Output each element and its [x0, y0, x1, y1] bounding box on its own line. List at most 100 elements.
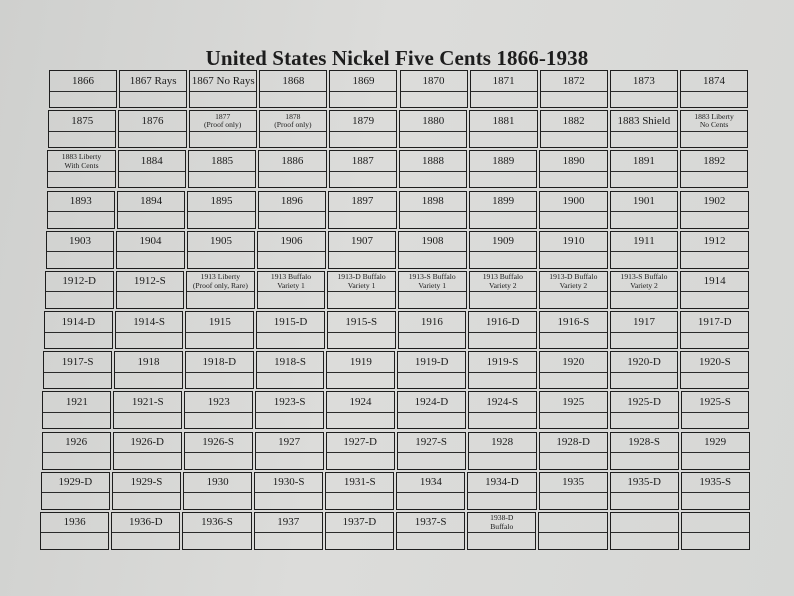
coin-slot	[328, 251, 396, 268]
coin-slot	[681, 291, 748, 308]
coin-cell: 1893	[46, 190, 115, 229]
coin-slot	[470, 90, 537, 108]
coin-cell: 1914	[680, 270, 749, 309]
coin-label: 1895	[210, 195, 233, 208]
coin-label: 1894	[140, 195, 163, 208]
coin-slot	[118, 170, 185, 188]
coin-label: 1920-S	[698, 355, 731, 368]
coin-slot	[329, 170, 396, 188]
coin-slot	[681, 492, 749, 509]
coin-slot	[41, 532, 109, 549]
coin-label: 1915-D	[273, 315, 308, 328]
coin-cell: 1913-D Buffalo Variety 1	[327, 270, 396, 309]
coin-cell: 1919-S	[468, 351, 537, 390]
coin-slot	[540, 90, 607, 108]
coin-label: 1908	[421, 235, 444, 248]
coin-label: 1918	[137, 355, 160, 368]
coin-cell: 1895	[187, 190, 256, 229]
coin-label: 1926-D	[130, 436, 164, 449]
coin-cell: 1876	[118, 110, 187, 149]
coin-slot	[399, 251, 466, 268]
coin-slot	[327, 371, 395, 389]
coin-label	[611, 513, 678, 534]
coin-slot	[43, 411, 111, 429]
coin-cell: 1915	[185, 311, 255, 350]
coin-cell: 1929	[680, 431, 750, 470]
coin-slot	[185, 371, 253, 389]
coin-slot	[190, 90, 257, 108]
coin-slot	[681, 211, 748, 228]
coin-slot	[189, 130, 256, 148]
coin-label: 1900	[562, 195, 585, 208]
coin-slot	[540, 211, 607, 228]
coin-cell: 1913 Buffalo Variety 2	[468, 270, 538, 309]
coin-label: 1890	[562, 154, 585, 167]
coin-cell: 1936	[40, 511, 110, 550]
coin-cell: 1917	[609, 311, 679, 350]
coin-cell: 1872	[539, 70, 608, 109]
coin-label: 1913 Liberty (Proof only, Rare)	[192, 272, 248, 291]
coin-label: 1899	[492, 195, 515, 208]
coin-slot	[326, 452, 394, 469]
coin-slot	[183, 532, 251, 549]
coin-label: 1935-D	[627, 476, 661, 489]
coin-cell	[609, 511, 679, 550]
coin-cell: 1925-S	[680, 391, 750, 430]
coin-label: 1921-S	[131, 395, 164, 408]
coin-cell: 1926	[41, 431, 111, 470]
coin-slot	[539, 532, 607, 549]
coin-slot	[397, 452, 465, 469]
coin-cell: 1883 Shield	[609, 110, 678, 149]
coin-slot	[540, 170, 607, 188]
coin-slot	[184, 492, 252, 509]
coin-cell: 1867 Rays	[119, 70, 188, 109]
coin-label: 1916-D	[485, 315, 520, 328]
coin-cell: 1867 No Rays	[189, 70, 258, 109]
coin-label: 1913 Buffalo Variety 1	[270, 272, 312, 291]
coin-cell: 1912-D	[44, 270, 114, 309]
coin-label: 1936-D	[128, 516, 163, 529]
coin-label: 1928-D	[556, 436, 590, 449]
coin-cell: 1923-S	[255, 391, 325, 430]
coin-slot	[540, 251, 607, 268]
coin-label: 1928	[491, 436, 514, 449]
coin-slot	[681, 371, 749, 389]
coin-label: 1918-D	[202, 355, 237, 368]
coin-label: 1870	[422, 74, 445, 87]
coin-cell: 1906	[257, 230, 326, 269]
coin-cell: 1919-D	[397, 351, 467, 390]
coin-slot	[188, 170, 256, 188]
coin-label: 1902	[703, 195, 726, 208]
coin-label: 1937-S	[414, 516, 447, 529]
coin-slot	[470, 130, 537, 148]
coin-label: 1923	[207, 395, 230, 408]
coin-slot	[469, 251, 537, 268]
coin-label: 1914	[703, 275, 726, 288]
coin-slot	[398, 371, 466, 389]
coin-slot	[254, 532, 322, 549]
coin-slot	[46, 251, 114, 268]
coin-label: 1929	[704, 436, 727, 449]
coin-label: 1920	[562, 355, 585, 368]
coin-cell: 1869	[329, 70, 398, 109]
coin-label: 1883 Liberty No Cents	[694, 111, 734, 130]
coin-cell: 1918-S	[255, 351, 325, 390]
coin-cell: 1924	[326, 391, 395, 430]
coin-label: 1925-D	[627, 395, 661, 408]
coin-label: 1889	[492, 154, 515, 167]
coin-label: 1907	[350, 235, 373, 248]
coin-label: 1912-S	[133, 275, 166, 288]
coin-slot	[610, 411, 678, 429]
coin-label: 1891	[632, 154, 655, 167]
coin-label: 1924-S	[486, 395, 519, 408]
coin-slot	[469, 291, 537, 308]
coin-slot	[399, 211, 466, 228]
coin-cell: 1926-D	[112, 431, 182, 470]
coin-label: 1919-S	[486, 355, 519, 368]
coin-cell: 1920-S	[680, 351, 750, 390]
coin-label: 1928-S	[628, 436, 661, 449]
coin-slot	[610, 291, 678, 308]
coin-cell: 1890	[539, 150, 608, 189]
coin-cell: 1913-D Buffalo Variety 2	[539, 270, 608, 309]
coin-cell: 1918	[114, 351, 183, 390]
